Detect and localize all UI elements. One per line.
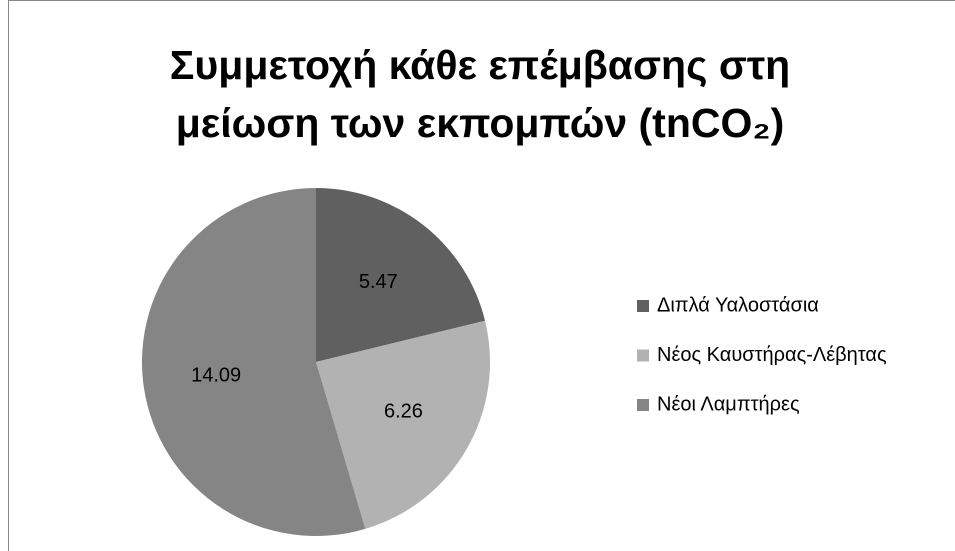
legend-swatch — [637, 399, 649, 411]
pie-slice — [141, 188, 366, 536]
data-label: 5.47 — [359, 271, 398, 293]
legend-label: Νέος Καυστήρας-Λέβητας — [657, 344, 887, 366]
legend-swatch — [637, 300, 649, 312]
legend-label: Διπλά Υαλοστάσια — [657, 294, 819, 316]
legend-label: Νέοι Λαμπτήρες — [657, 393, 800, 415]
data-label: 14.09 — [191, 365, 241, 387]
pie-slice — [316, 188, 486, 362]
pie-slice — [316, 320, 490, 529]
legend-swatch — [637, 349, 649, 362]
chart-title: Συμμετοχή κάθε επέμβασης στη μείωση των … — [169, 42, 791, 146]
data-label: 6.26 — [384, 401, 423, 423]
